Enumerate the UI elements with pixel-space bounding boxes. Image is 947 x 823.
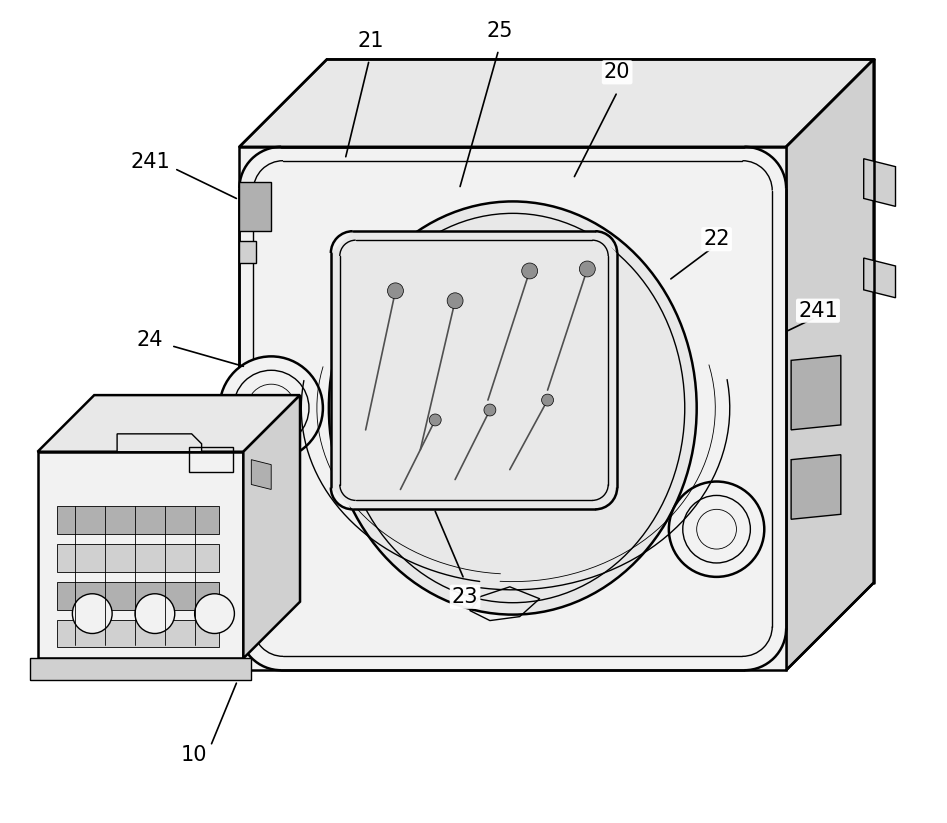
Polygon shape bbox=[240, 146, 786, 670]
Polygon shape bbox=[29, 658, 251, 680]
Polygon shape bbox=[117, 434, 202, 452]
Polygon shape bbox=[864, 258, 896, 298]
Text: 24: 24 bbox=[136, 331, 163, 351]
Polygon shape bbox=[240, 59, 874, 146]
Text: 10: 10 bbox=[180, 745, 206, 765]
Polygon shape bbox=[864, 159, 896, 207]
Polygon shape bbox=[251, 460, 271, 490]
Circle shape bbox=[429, 414, 441, 425]
Circle shape bbox=[522, 263, 538, 279]
Circle shape bbox=[542, 394, 554, 406]
Polygon shape bbox=[331, 231, 617, 509]
Text: 22: 22 bbox=[704, 229, 730, 249]
Circle shape bbox=[447, 293, 463, 309]
Text: 20: 20 bbox=[604, 63, 631, 82]
Text: 241: 241 bbox=[798, 300, 838, 321]
Text: 21: 21 bbox=[357, 30, 384, 50]
Circle shape bbox=[580, 261, 596, 277]
Polygon shape bbox=[38, 452, 243, 658]
Polygon shape bbox=[791, 454, 841, 519]
Circle shape bbox=[195, 593, 235, 634]
Text: 23: 23 bbox=[452, 587, 478, 607]
Polygon shape bbox=[58, 620, 219, 648]
Polygon shape bbox=[58, 544, 219, 572]
Circle shape bbox=[669, 481, 764, 577]
Text: 25: 25 bbox=[487, 21, 513, 40]
Polygon shape bbox=[786, 59, 874, 670]
Circle shape bbox=[135, 593, 175, 634]
Circle shape bbox=[484, 404, 496, 416]
Circle shape bbox=[220, 356, 323, 460]
Polygon shape bbox=[58, 582, 219, 610]
Polygon shape bbox=[58, 506, 219, 534]
Polygon shape bbox=[240, 182, 271, 231]
Circle shape bbox=[387, 283, 403, 299]
Polygon shape bbox=[240, 241, 257, 263]
Ellipse shape bbox=[329, 202, 697, 615]
Polygon shape bbox=[38, 395, 300, 452]
Polygon shape bbox=[791, 356, 841, 430]
Circle shape bbox=[72, 593, 112, 634]
Text: 241: 241 bbox=[130, 151, 170, 172]
Polygon shape bbox=[243, 395, 300, 658]
